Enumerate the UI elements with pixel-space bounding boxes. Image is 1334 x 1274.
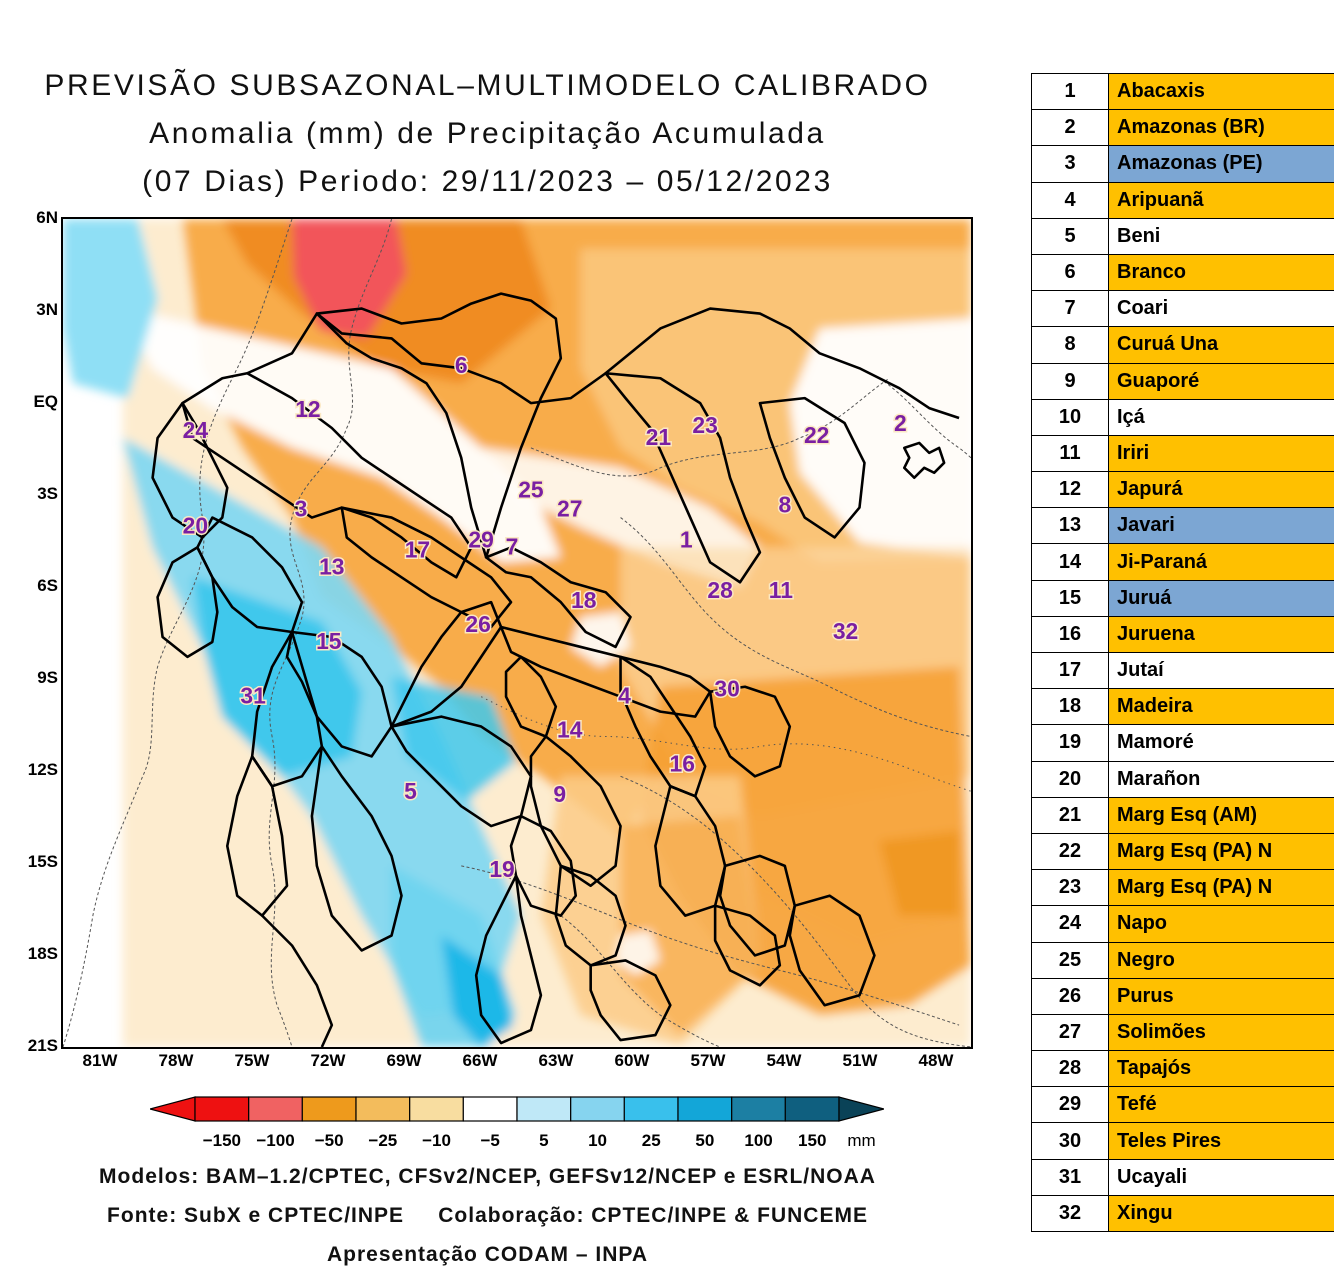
svg-text:5: 5 [404,778,417,804]
svg-text:29: 29 [468,526,493,552]
svg-text:1: 1 [680,526,693,552]
svg-text:30: 30 [714,676,739,702]
svg-text:13: 13 [319,553,344,579]
svg-text:3: 3 [295,496,308,522]
svg-text:24: 24 [183,417,209,443]
svg-text:12: 12 [295,396,320,422]
svg-text:31: 31 [240,683,266,709]
svg-text:15: 15 [316,628,342,654]
svg-text:20: 20 [183,512,208,538]
svg-text:19: 19 [489,856,514,882]
svg-text:11: 11 [769,577,793,603]
svg-text:14: 14 [557,716,583,742]
svg-text:21: 21 [646,424,672,450]
svg-text:16: 16 [670,750,695,776]
svg-text:2: 2 [894,410,907,436]
svg-text:22: 22 [804,422,829,448]
svg-text:17: 17 [405,536,430,562]
svg-text:7: 7 [506,533,519,559]
svg-text:9: 9 [553,781,566,807]
svg-text:26: 26 [465,611,490,637]
svg-text:28: 28 [707,577,733,603]
svg-text:8: 8 [778,492,791,518]
svg-text:25: 25 [518,477,544,503]
svg-text:6: 6 [455,352,468,378]
svg-text:4: 4 [618,683,631,709]
svg-text:32: 32 [833,618,858,644]
svg-text:27: 27 [557,496,582,522]
svg-text:23: 23 [692,412,717,438]
svg-text:18: 18 [571,587,597,613]
